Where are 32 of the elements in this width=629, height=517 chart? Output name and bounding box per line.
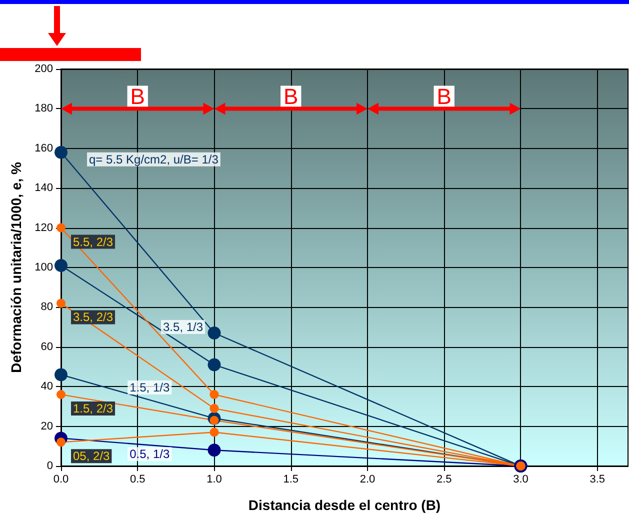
y-tick-label: 0 <box>46 460 53 472</box>
y-tick-label: 200 <box>34 63 53 75</box>
x-tick-label: 1.5 <box>283 474 299 486</box>
x-tick-label: 1.0 <box>206 474 222 486</box>
y-tick-label: 20 <box>40 420 53 432</box>
y-tick-label: 180 <box>34 102 53 115</box>
series-label: 1.5, 2/3 <box>73 402 114 416</box>
x-tick-label: 3.5 <box>590 474 605 486</box>
annotation: B <box>436 84 452 110</box>
y-tick-label: 160 <box>34 142 53 154</box>
series-label: 1.5, 1/3 <box>130 380 170 395</box>
x-tick-label: 2.5 <box>436 474 452 486</box>
series-label: 3.5, 1/3 <box>163 320 204 334</box>
y-tick-label: 40 <box>40 380 53 393</box>
series-label: 05, 2/3 <box>73 449 110 464</box>
x-tick-label: 3.0 <box>513 474 528 486</box>
series-label: q= 5.5 Kg/cm2, u/B= 1/3 <box>89 152 219 166</box>
x-axis-title: Distancia desde el centro (B) <box>248 497 441 513</box>
y-tick-label: 60 <box>40 340 53 353</box>
x-tick-label: 0.0 <box>53 474 69 486</box>
y-tick-label: 120 <box>34 222 53 234</box>
series-label: 5.5, 2/3 <box>73 234 114 249</box>
annotation: B <box>130 84 145 110</box>
series-label: 3.5, 2/3 <box>73 310 114 324</box>
y-axis-title: Deformación unitaria/1000, e, % <box>8 162 24 373</box>
x-tick-label: 0.5 <box>130 474 146 486</box>
annotation: B <box>284 84 298 110</box>
y-tick-label: 80 <box>40 301 53 314</box>
y-tick-label: 140 <box>34 182 53 194</box>
y-tick-label: 100 <box>34 262 53 274</box>
x-tick-label: 2.0 <box>360 474 376 486</box>
series-label: 0.5, 1/3 <box>130 447 170 462</box>
